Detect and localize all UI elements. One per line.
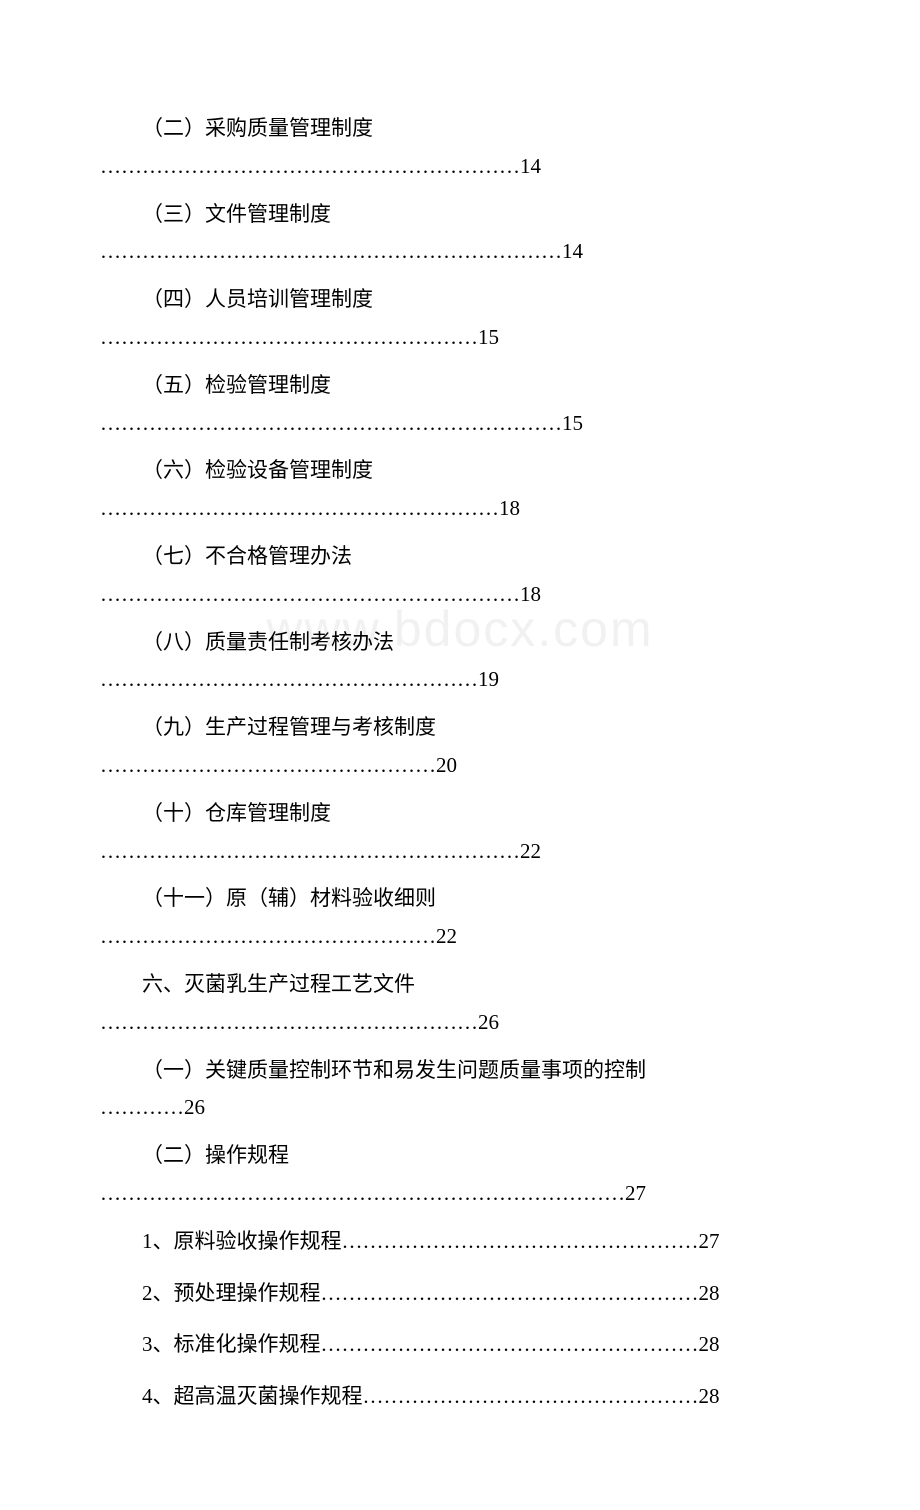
toc-entry: （十）仓库管理制度……………………………………………………22: [100, 795, 820, 871]
toc-entry-leader: ……………………………………………………18: [100, 576, 820, 614]
toc-entry-title: （十一）原（辅）材料验收细则: [100, 880, 820, 918]
toc-entries-container: （二）采购质量管理制度……………………………………………………14 （三）文件管理…: [100, 110, 820, 1416]
toc-entry-title: （八）质量责任制考核办法: [100, 624, 820, 662]
toc-entry-title: （三）文件管理制度: [100, 196, 820, 234]
toc-entry-single: 2、预处理操作规程………………………………………………28: [100, 1275, 820, 1313]
toc-entry: （二）操作规程…………………………………………………………………27: [100, 1137, 820, 1213]
toc-entry-leader: ………………………………………………19: [100, 661, 820, 699]
toc-entry-leader: …………………………………………20: [100, 747, 820, 785]
toc-entry: （二）采购质量管理制度……………………………………………………14: [100, 110, 820, 186]
toc-entry-title: 六、灭菌乳生产过程工艺文件: [100, 966, 820, 1004]
toc-entry-leader: ……………………………………………………14: [100, 148, 820, 186]
toc-entry-title: （五）检验管理制度: [100, 367, 820, 405]
toc-entry: （五）检验管理制度…………………………………………………………15: [100, 367, 820, 443]
toc-entry-leader: …………………………………………………………………27: [100, 1175, 820, 1213]
toc-entry: （四）人员培训管理制度………………………………………………15: [100, 281, 820, 357]
toc-entry-title: （十）仓库管理制度: [100, 795, 820, 833]
toc-entry-leader: ……………………………………………………22: [100, 833, 820, 871]
toc-entry-title: （四）人员培训管理制度: [100, 281, 820, 319]
toc-entry-single: 1、原料验收操作规程……………………………………………27: [100, 1223, 820, 1261]
toc-entry-single: 4、超高温灭菌操作规程…………………………………………28: [100, 1378, 820, 1416]
toc-entry-leader: …………26: [100, 1089, 820, 1127]
toc-entry: （十一）原（辅）材料验收细则…………………………………………22: [100, 880, 820, 956]
toc-entry-title: （九）生产过程管理与考核制度: [100, 709, 820, 747]
toc-entry-leader: …………………………………………………………14: [100, 233, 820, 271]
toc-entry-leader: …………………………………………………18: [100, 490, 820, 528]
toc-entry-leader: ………………………………………………26: [100, 1004, 820, 1042]
toc-entry: （七）不合格管理办法……………………………………………………18: [100, 538, 820, 614]
toc-entry: （六）检验设备管理制度…………………………………………………18: [100, 452, 820, 528]
page-content: （二）采购质量管理制度……………………………………………………14 （三）文件管理…: [0, 0, 920, 1510]
toc-entry: （一）关键质量控制环节和易发生问题质量事项的控制…………26: [100, 1052, 820, 1128]
toc-entry: （八）质量责任制考核办法………………………………………………19: [100, 624, 820, 700]
toc-entry-title: （七）不合格管理办法: [100, 538, 820, 576]
toc-entry: 六、灭菌乳生产过程工艺文件………………………………………………26: [100, 966, 820, 1042]
toc-entry-title: （六）检验设备管理制度: [100, 452, 820, 490]
toc-entry-leader: ………………………………………………15: [100, 319, 820, 357]
toc-entry: （九）生产过程管理与考核制度…………………………………………20: [100, 709, 820, 785]
toc-entry-single: 3、标准化操作规程………………………………………………28: [100, 1326, 820, 1364]
toc-entry-title: （二）操作规程: [100, 1137, 820, 1175]
toc-entry-leader: …………………………………………………………15: [100, 405, 820, 443]
toc-entry: （三）文件管理制度…………………………………………………………14: [100, 196, 820, 272]
toc-entry-title: （二）采购质量管理制度: [100, 110, 820, 148]
toc-entry-title: （一）关键质量控制环节和易发生问题质量事项的控制: [100, 1052, 820, 1090]
toc-entry-leader: …………………………………………22: [100, 918, 820, 956]
